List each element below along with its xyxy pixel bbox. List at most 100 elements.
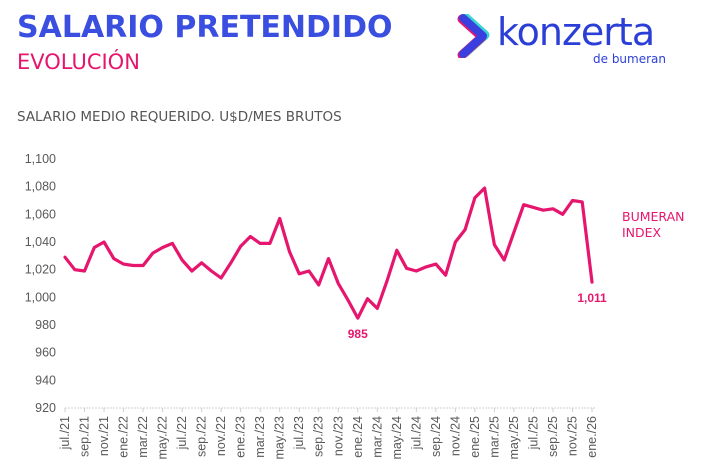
data-point (307, 269, 311, 273)
data-point (317, 283, 320, 287)
data-point (102, 240, 106, 244)
x-tick-label: jul./22 (175, 416, 189, 450)
x-tick-label: nov./24 (448, 416, 462, 456)
data-point (483, 186, 486, 190)
data-point (493, 243, 496, 246)
data-point (376, 307, 379, 310)
y-tick-label: 980 (35, 318, 56, 332)
y-tick-label: 1,040 (25, 235, 56, 249)
y-tick-label: 940 (35, 373, 56, 387)
x-tick-label: mar./23 (253, 416, 267, 458)
data-point (424, 265, 428, 269)
data-point (151, 251, 155, 255)
y-axis: 920 940 960 980 1,000 1,020 1,040 1,060 1,080 1,1… (25, 152, 56, 415)
data-point (83, 269, 86, 273)
data-point (337, 282, 340, 285)
y-tick-label: 1,080 (25, 180, 56, 194)
x-tick-label: jul./24 (409, 416, 423, 450)
konzerta-logo: konzerta de bumeran (455, 8, 675, 68)
data-point (444, 274, 447, 277)
logo-wordmark: konzerta (497, 10, 655, 54)
data-point (210, 269, 213, 273)
data-label: 1,011 (577, 291, 607, 305)
data-point (258, 242, 262, 245)
x-tick-label: sep./24 (429, 416, 443, 457)
data-point (327, 257, 330, 260)
x-tick-label: nov./21 (97, 416, 111, 456)
data-point (268, 242, 272, 245)
data-point (122, 262, 125, 266)
x-tick-label: sep./22 (195, 416, 209, 457)
data-points (63, 186, 594, 320)
data-point (298, 272, 301, 276)
y-tick-label: 920 (35, 401, 56, 415)
data-point (200, 261, 203, 264)
x-tick-label: jul./25 (526, 416, 540, 450)
legend-label-line-2: INDEX (622, 225, 662, 240)
x-tick-label: may./25 (507, 416, 521, 460)
x-tick-label: ene./25 (468, 416, 482, 458)
data-point (454, 240, 457, 244)
x-tick-label: ene./22 (117, 416, 131, 458)
x-tick-label: mar./25 (487, 416, 501, 458)
legend-label-line-1: BUMERAN (622, 209, 685, 224)
data-point (512, 231, 516, 234)
data-point (502, 258, 506, 262)
data-point (571, 199, 574, 202)
x-tick-label: sep./23 (312, 416, 326, 457)
x-tick-label: may./24 (390, 416, 404, 460)
y-tick-label: 960 (35, 346, 56, 360)
page-title: SALARIO PRETENDIDO (17, 10, 393, 45)
data-point (366, 297, 369, 300)
x-tick-label: mar./24 (370, 416, 384, 458)
data-point (551, 207, 555, 210)
data-point (434, 262, 438, 266)
data-point (473, 196, 477, 199)
x-tick-label: sep./21 (78, 416, 92, 457)
data-point (405, 267, 408, 270)
data-point (190, 269, 194, 273)
data-point (532, 206, 535, 209)
data-point (112, 257, 115, 260)
x-tick-label: may./23 (273, 416, 287, 460)
x-tick-label: nov./22 (214, 416, 228, 456)
x-tick-label: jul./21 (58, 416, 72, 450)
data-label: 985 (348, 327, 368, 341)
x-tick-label: may./22 (156, 416, 170, 460)
data-point (132, 264, 135, 267)
data-point (561, 213, 564, 216)
x-tick-label: jul./23 (292, 416, 306, 450)
data-point (288, 250, 291, 253)
data-point (239, 244, 242, 248)
data-point (395, 249, 399, 252)
y-tick-label: 1,100 (25, 152, 56, 166)
x-tick-label: nov./23 (331, 416, 345, 456)
data-point (141, 264, 145, 267)
x-axis: jul./21 sep./21 nov./21 ene./22 mar./22 may./… (58, 408, 599, 460)
x-tick-label: ene./26 (585, 416, 599, 458)
data-point (180, 258, 184, 262)
data-point (590, 280, 594, 284)
data-point (249, 235, 252, 238)
y-tick-label: 1,060 (25, 207, 56, 221)
x-tick-label: ene./24 (351, 416, 365, 458)
chart-title: SALARIO MEDIO REQUERIDO. U$D/MES BRUTOS (17, 109, 342, 125)
data-point (385, 279, 389, 282)
x-tick-label: mar./22 (136, 416, 150, 458)
series-line-bumeran-index (63, 186, 594, 320)
data-point (346, 298, 350, 302)
data-point (161, 246, 164, 249)
data-point (278, 217, 281, 220)
data-point (219, 276, 223, 280)
data-point (93, 246, 96, 249)
data-point (73, 268, 76, 271)
data-point (415, 269, 418, 273)
y-tick-label: 1,020 (25, 263, 56, 277)
logo-tagline: de bumeran (593, 52, 667, 66)
chevron-right-logo-icon (457, 14, 490, 58)
data-point (542, 208, 545, 212)
x-tick-label: nov./25 (565, 416, 579, 456)
data-point (229, 261, 233, 264)
data-point (463, 228, 467, 231)
